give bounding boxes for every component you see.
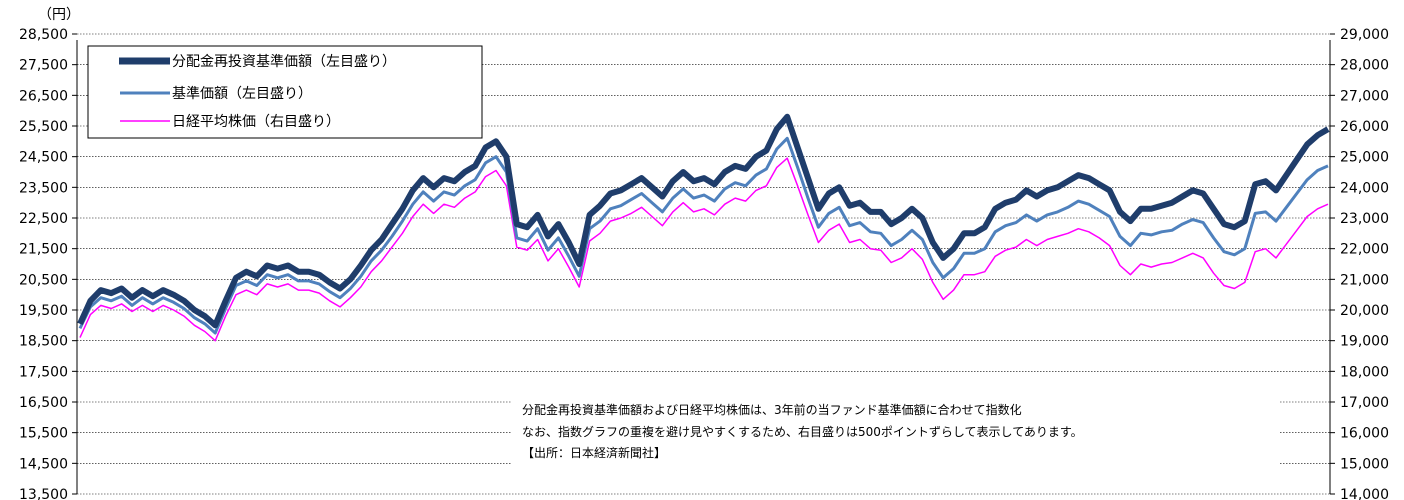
legend-label-series-3: 日経平均株価（右目盛り） [172, 114, 340, 130]
legend-label-series-1: 分配金再投資基準価額（左目盛り） [172, 53, 396, 70]
right-tick-label: 16,000 [1340, 426, 1389, 442]
left-tick-label: 21,500 [19, 242, 68, 258]
right-axis-ticks: 14,000 15,000 16,000 17,000 18,000 19,000 20,0… [1330, 27, 1389, 500]
right-tick-label: 28,000 [1340, 58, 1389, 74]
series-lines [77, 113, 1330, 342]
right-tick-label: 20,000 [1340, 303, 1389, 319]
note-line-1: 分配金再投資基準価額および日経平均株価は、3年前の当ファンド基準価額に合わせて指… [522, 402, 1022, 417]
right-tick-label: 17,000 [1340, 395, 1389, 411]
left-tick-label: 26,500 [19, 88, 68, 104]
left-tick-label: 19,500 [19, 303, 68, 319]
left-tick-label: 20,500 [19, 272, 68, 288]
y-unit-label: （円） [38, 7, 80, 23]
left-tick-label: 25,500 [19, 119, 68, 135]
right-tick-label: 26,000 [1340, 119, 1389, 135]
left-tick-label: 16,500 [19, 395, 68, 411]
series-line-2 [78, 136, 1329, 335]
series-line-1 [77, 113, 1330, 329]
right-tick-label: 19,000 [1340, 334, 1389, 350]
left-tick-label: 15,500 [19, 426, 68, 442]
left-tick-label: 17,500 [19, 364, 68, 380]
right-tick-label: 27,000 [1340, 88, 1389, 104]
right-tick-label: 25,000 [1340, 150, 1389, 166]
legend-label-series-2: 基準価額（左目盛り） [172, 85, 312, 102]
right-tick-label: 14,000 [1340, 487, 1389, 500]
left-tick-label: 18,500 [19, 334, 68, 350]
left-tick-label: 13,500 [19, 487, 68, 500]
left-tick-label: 28,500 [19, 27, 68, 43]
left-tick-label: 27,500 [19, 58, 68, 74]
note-line-2: なお、指数グラフの重複を避け見やすくするため、右目盛りは500ポイントずらして表… [522, 424, 1083, 439]
right-tick-label: 15,000 [1340, 456, 1389, 472]
right-tick-label: 24,000 [1340, 180, 1389, 196]
legend: 分配金再投資基準価額（左目盛り） 基準価額（左目盛り） 日経平均株価（右目盛り） [87, 45, 483, 139]
chart-note: 分配金再投資基準価額および日経平均株価は、3年前の当ファンド基準価額に合わせて指… [512, 393, 1280, 466]
left-tick-label: 24,500 [19, 150, 68, 166]
right-tick-label: 18,000 [1340, 364, 1389, 380]
left-tick-label: 22,500 [19, 211, 68, 227]
note-line-3: 【出所：日本経済新聞社】 [522, 445, 666, 460]
right-tick-label: 21,000 [1340, 272, 1389, 288]
right-tick-label: 23,000 [1340, 211, 1389, 227]
left-tick-label: 23,500 [19, 180, 68, 196]
series-line-3 [79, 157, 1329, 342]
left-axis-ticks: 13,500 14,500 15,500 16,500 17,500 18,500 19,5… [19, 27, 77, 500]
note-box [512, 393, 1280, 466]
right-tick-label: 29,000 [1340, 27, 1389, 43]
left-tick-label: 14,500 [19, 456, 68, 472]
axes [76, 40, 1331, 494]
right-tick-label: 22,000 [1340, 242, 1389, 258]
